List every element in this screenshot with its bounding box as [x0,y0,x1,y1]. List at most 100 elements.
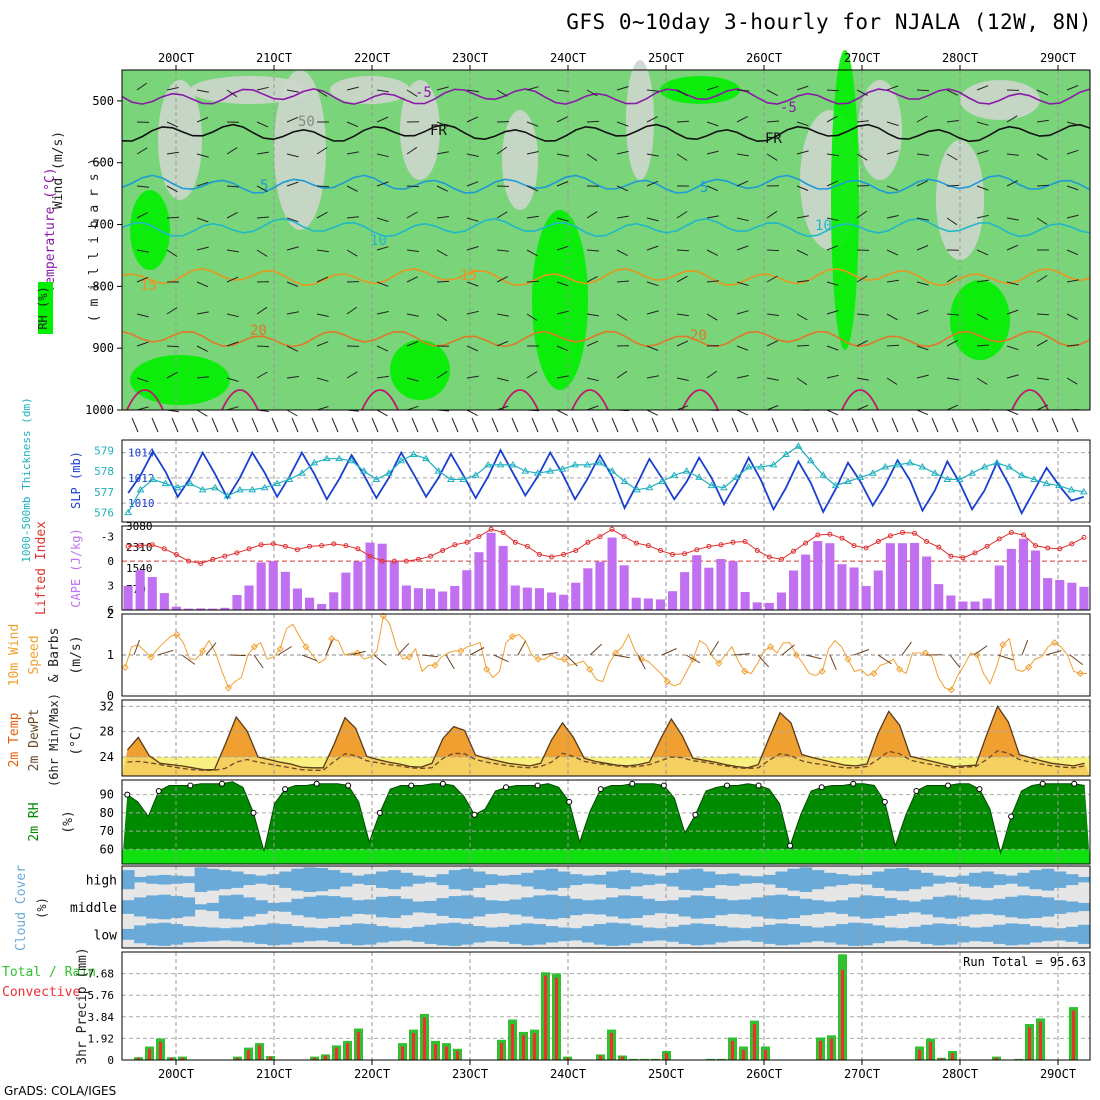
li-point [464,539,470,545]
precip-conv-bar [434,1044,437,1061]
bottom-date-label: 29OCT [1040,1067,1076,1081]
surface-wind-barb [711,417,719,433]
wind10-barb [685,654,701,664]
cloud-bar-middle [412,901,425,913]
cape-bar [1079,586,1089,610]
wind-barb [646,281,659,287]
wind-barb [466,181,479,187]
cloud-bar-high [896,868,909,892]
wind-barb [376,311,389,315]
cape-bar [692,555,702,610]
thickness-point [918,463,927,470]
thickness-point [173,483,182,491]
wind-barb [406,405,419,411]
li-point [355,546,361,552]
cloud-bar-high [678,869,692,890]
wind-barb [586,405,599,411]
precip-conv-bar [412,1033,415,1060]
thickness-point [782,450,790,458]
wind10-barb [661,648,677,656]
li-point [125,543,131,549]
cloud-bar-low [424,924,438,944]
contour-label: 20 [250,323,267,339]
cape-bar [1006,548,1016,610]
rh2m-point [945,782,951,789]
cloud-bar-middle [388,896,401,918]
cloud-bar-high [581,875,595,884]
cape-bar [462,570,472,610]
wind-barb [226,249,239,253]
rh2m-point [503,784,509,791]
wind-barb [766,340,779,347]
wind-barb [676,211,688,219]
precip-tick-label: 7.68 [88,968,115,981]
thickness-point [1067,485,1076,493]
thickness-point [310,458,319,466]
cloud-bar-middle [194,904,208,910]
thickness-point [558,465,567,472]
cape-bar [813,541,823,610]
temperature-axis-label: Temperature (°C) [43,167,58,292]
wind10-point [560,655,568,663]
cloud-bar-high [642,874,655,886]
wind10-point [405,653,413,661]
thickness-point [236,485,244,493]
cloud-bar-middle [860,895,873,919]
wind10-point [818,667,826,675]
cloud-bar-middle [1041,897,1055,917]
wind-barb [916,217,929,221]
li-point [452,542,458,548]
wind-barb [346,306,358,315]
surface-wind-barb [391,417,399,433]
cape-bar [825,543,835,610]
cloud-bar-middle [1053,900,1067,914]
precip-conv-bar [346,1043,349,1060]
thickness-point [670,471,679,478]
wind-barb [196,89,209,93]
wind-barb [946,404,959,411]
wind-barb [766,210,778,219]
cape-bar [292,588,302,610]
cloud-bar-low [557,927,571,942]
wind10-frame [121,613,1091,697]
precip-conv-bar [423,1017,426,1061]
cloud-bar-middle [678,897,692,917]
wind10-point [250,643,258,651]
li-point [766,554,772,560]
wind-barb [526,121,539,127]
rh2m-point [976,786,983,793]
rh-shading-blob [330,76,410,104]
thickness-point [409,450,418,458]
cloud-bar-low [170,924,183,945]
temp2m-tick-label: 24 [100,750,114,764]
surface-wind-barb [811,417,819,433]
cloud-bar-middle [557,896,571,918]
cloud-bar-high [606,871,619,888]
cape-bar [680,572,690,610]
thickness-point [608,467,617,474]
cloud-bar-middle [630,896,643,918]
wind-barb [406,341,419,347]
rh-shading-blob [130,355,230,405]
wind10-speed-label: Speed [27,635,42,674]
li-point [670,552,675,557]
wind-barb [1006,115,1018,123]
cloud-bar-low [702,924,716,945]
cloud-bar-high [364,874,377,886]
li-point [827,531,833,537]
thickness-point [1005,463,1014,470]
wind-barb [526,249,538,257]
li-point [137,543,143,549]
cloud-bar-low [134,925,147,944]
li-point [428,553,434,559]
wind-barb [946,120,959,123]
rh2m-fill-area [122,781,1090,864]
wind-barb [376,246,389,251]
cloud-bar-low [545,926,559,943]
li-point [972,550,978,556]
cloud-bar-middle [920,899,934,915]
cape-bar [583,568,593,610]
surface-wind-barb [171,417,179,433]
cape-bar [232,595,242,610]
